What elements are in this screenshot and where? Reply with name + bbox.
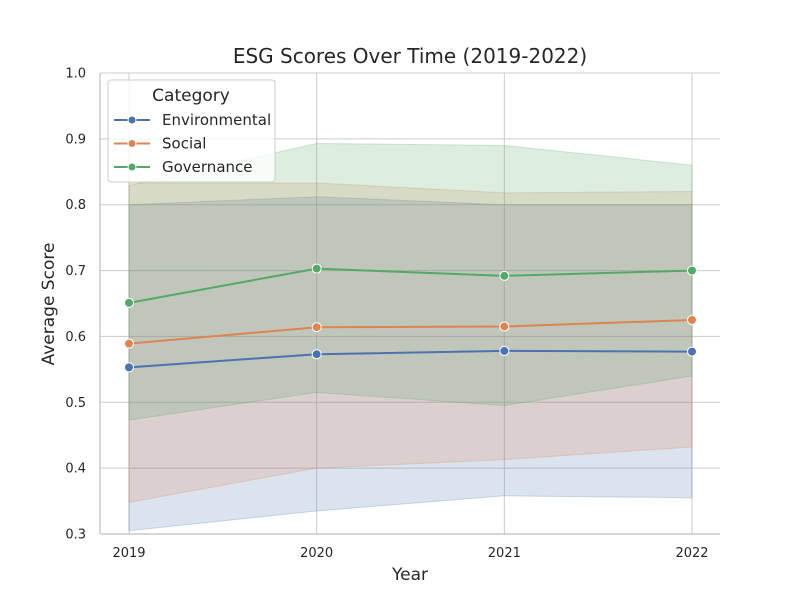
legend-label-governance: Governance: [162, 158, 253, 176]
legend-items: Environmental Social Governance: [114, 111, 271, 176]
axes: [99, 73, 720, 535]
series-line-governance: [128, 267, 693, 304]
y-tick-label: 0.8: [65, 198, 86, 213]
legend-box: [107, 79, 276, 183]
data-point-social: [124, 338, 134, 349]
y-tick-label: 0.7: [65, 264, 86, 279]
x-axis-label: Year: [391, 565, 428, 585]
data-point-governance: [499, 270, 510, 281]
series-lines: [128, 267, 693, 369]
legend-marker-governance: [127, 162, 137, 172]
chart-title: ESG Scores Over Time (2019-2022): [233, 44, 587, 68]
data-point-environmental: [311, 349, 322, 360]
legend-marker-environmental: [127, 115, 137, 125]
data-point-environmental: [124, 362, 134, 373]
y-tick-label: 0.6: [65, 330, 86, 345]
series-line-environmental: [128, 349, 693, 369]
confidence-band-environmental: [128, 196, 693, 532]
data-point-social: [499, 321, 510, 332]
x-tick-label: 2021: [488, 546, 521, 561]
data-point-governance: [124, 297, 134, 308]
legend-marker-social: [127, 139, 137, 148]
y-tick-label: 1.0: [65, 67, 86, 82]
data-point-governance: [687, 265, 697, 276]
data-point-social: [687, 314, 697, 325]
legend-label-environmental: Environmental: [162, 111, 271, 129]
data-point-environmental: [687, 346, 697, 357]
x-tick-label: 2020: [300, 546, 333, 561]
confidence-band-social: [128, 182, 693, 503]
data-point-governance: [311, 263, 322, 274]
legend-title: Category: [152, 86, 230, 106]
legend: Category Environmental Social Governance: [107, 79, 276, 183]
y-tick-label: 0.9: [65, 132, 86, 147]
series-points: [124, 263, 697, 373]
legend-label-social: Social: [162, 135, 206, 153]
tick-labels: 0.3 0.4 0.5 0.6 0.7 0.8 0.9 1.0 2019 2020 2021 2022: [65, 67, 708, 562]
y-tick-label: 0.3: [65, 528, 86, 543]
y-tick-label: 0.5: [65, 396, 86, 411]
data-point-social: [311, 322, 322, 333]
confidence-band-governance: [128, 142, 693, 421]
x-tick-label: 2022: [675, 546, 708, 561]
data-point-environmental: [499, 345, 510, 356]
y-tick-label: 0.4: [65, 462, 86, 477]
series-line-social: [128, 318, 693, 345]
y-axis-label: Average Score: [39, 243, 59, 366]
x-tick-label: 2019: [112, 546, 145, 561]
